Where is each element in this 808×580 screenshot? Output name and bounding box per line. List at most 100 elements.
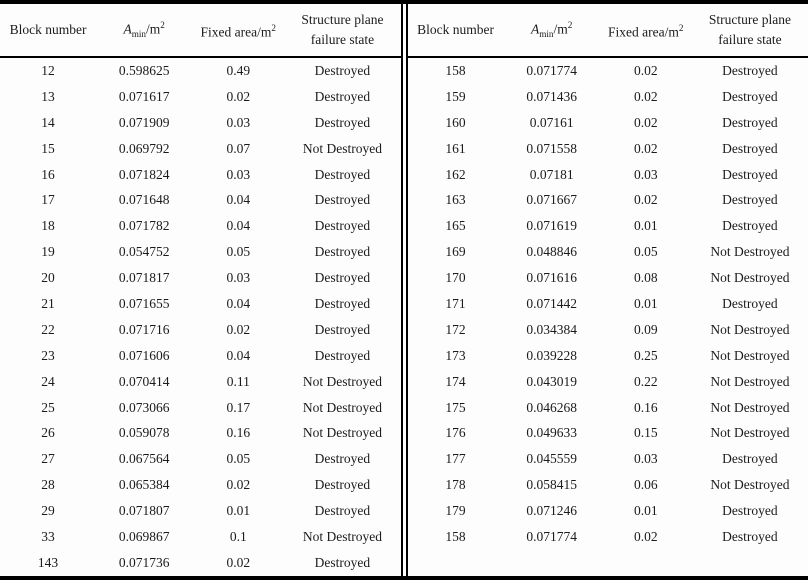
fixed-area-label: Fixed area/m (608, 24, 679, 40)
cell-amin: 0.071909 (118, 114, 170, 130)
column-header-amin: Amin/m2 (96, 4, 193, 58)
cell-amin: 0.071782 (118, 218, 170, 234)
column-header-amin: Amin/m2 (503, 4, 600, 58)
cell-failure-state: Destroyed (314, 62, 371, 78)
cell-amin: 0.046268 (526, 399, 577, 415)
failure-state-line1: Structure plane (301, 12, 384, 27)
cell-block-number: 160 (445, 114, 466, 130)
amin-subscript: min (539, 29, 554, 40)
table-row: 173 0.039228 0.25 Not Destroyed (408, 343, 808, 369)
fixed-area-superscript: 2 (271, 22, 276, 33)
cell-failure-state: Destroyed (314, 477, 371, 493)
cell-amin: 0.065384 (118, 477, 170, 493)
cell-fixed-area: 0.17 (226, 399, 251, 415)
cell-failure-state: Destroyed (722, 88, 778, 104)
failure-state-line2: failure state (718, 32, 782, 47)
cell-fixed-area: 0.03 (633, 166, 658, 182)
cell-block-number: 18 (41, 218, 55, 234)
table-row: 176 0.049633 0.15 Not Destroyed (408, 420, 808, 446)
cell-failure-state: Destroyed (722, 528, 778, 544)
cell-amin: 0.071774 (526, 62, 577, 78)
cell-block-number: 179 (445, 503, 466, 519)
table-row: 171 0.071442 0.01 Destroyed (408, 291, 808, 317)
column-header-block-number: Block number (407, 4, 504, 58)
cell-failure-state: Not Destroyed (710, 399, 790, 415)
cell-failure-state: Destroyed (314, 295, 371, 311)
cell-block-number: 170 (445, 270, 466, 286)
cell-failure-state: Not Destroyed (710, 477, 790, 493)
column-header-fixed-area: Fixed area/m2 (192, 4, 285, 58)
cell-fixed-area: 0.02 (633, 88, 658, 104)
cell-fixed-area: 0.04 (226, 295, 251, 311)
cell-fixed-area: 0.06 (633, 477, 658, 493)
left-table-header: Block number Amin/m2 Fixed area/m2 Struc… (0, 4, 401, 58)
cell-fixed-area: 0.05 (226, 451, 251, 467)
table-row: 158 0.071774 0.02 Destroyed (408, 57, 808, 84)
cell-block-number: 169 (445, 244, 466, 260)
cell-failure-state: Destroyed (314, 218, 371, 234)
cell-fixed-area: 0.08 (633, 270, 658, 286)
cell-failure-state: Destroyed (722, 295, 778, 311)
cell-failure-state: Not Destroyed (710, 321, 790, 337)
cell-fixed-area: 0.03 (633, 451, 658, 467)
cell-fixed-area: 0.11 (226, 373, 250, 389)
cell-amin: 0.071716 (118, 321, 170, 337)
cell-failure-state: Not Destroyed (710, 373, 790, 389)
cell-failure-state: Not Destroyed (710, 347, 790, 363)
cell-amin: 0.071246 (526, 503, 577, 519)
cell-amin: 0.071617 (118, 88, 170, 104)
table-row: 12 0.598625 0.49 Destroyed (0, 57, 401, 84)
cell-fixed-area: 0.01 (633, 295, 658, 311)
cell-block-number: 27 (41, 451, 55, 467)
cell-failure-state: Destroyed (314, 166, 371, 182)
cell-block-number: 177 (445, 451, 466, 467)
cell-fixed-area: 0.02 (633, 114, 658, 130)
cell-amin: 0.049633 (526, 425, 577, 441)
table-row: 27 0.067564 0.05 Destroyed (0, 446, 401, 472)
table-row: 18 0.071782 0.04 Destroyed (0, 213, 401, 239)
cell-failure-state: Destroyed (722, 218, 778, 234)
fixed-area-label: Fixed area/m (200, 24, 272, 40)
cell-failure-state: Destroyed (314, 244, 371, 260)
column-header-block-number: Block number (0, 4, 97, 58)
cell-failure-state: Destroyed (722, 114, 778, 130)
cell-amin: 0.069867 (118, 528, 170, 544)
table-row: 170 0.071616 0.08 Not Destroyed (408, 265, 808, 291)
cell-failure-state: Not Destroyed (302, 399, 382, 415)
amin-unit: /m (553, 21, 568, 37)
cell-failure-state: Destroyed (722, 140, 778, 156)
right-table-body: 158 0.071774 0.02 Destroyed 159 0.071436 0.02 D… (408, 57, 808, 550)
cell-amin: 0.045559 (526, 451, 577, 467)
cell-amin: 0.071619 (526, 218, 577, 234)
left-panel: Block number Amin/m2 Fixed area/m2 Struc… (0, 4, 401, 576)
table-row: 165 0.071619 0.01 Destroyed (408, 213, 808, 239)
cell-fixed-area: 0.02 (226, 477, 251, 493)
cell-block-number: 143 (37, 554, 59, 570)
cell-amin: 0.071667 (526, 192, 577, 208)
cell-fixed-area: 0.04 (226, 347, 251, 363)
cell-failure-state: Not Destroyed (302, 425, 382, 441)
amin-superscript: 2 (160, 20, 165, 31)
cell-amin: 0.07161 (529, 114, 574, 130)
cell-amin: 0.067564 (118, 451, 170, 467)
right-table-header: Block number Amin/m2 Fixed area/m2 Struc… (407, 4, 808, 58)
table-row: 26 0.059078 0.16 Not Destroyed (0, 420, 401, 446)
cell-failure-state: Destroyed (722, 451, 778, 467)
cell-amin: 0.071655 (118, 295, 170, 311)
cell-fixed-area: 0.05 (226, 244, 251, 260)
cell-amin: 0.071774 (526, 528, 577, 544)
cell-fixed-area: 0.09 (633, 321, 658, 337)
table-row: 172 0.034384 0.09 Not Destroyed (408, 317, 808, 343)
cell-amin: 0.069792 (118, 140, 170, 156)
cell-fixed-area: 0.16 (633, 399, 658, 415)
table-row: 169 0.048846 0.05 Not Destroyed (408, 239, 808, 265)
cell-block-number: 29 (41, 503, 55, 519)
cell-fixed-area: 0.04 (226, 192, 251, 208)
cell-fixed-area: 0.25 (633, 347, 658, 363)
cell-failure-state: Destroyed (722, 503, 778, 519)
cell-amin: 0.070414 (118, 373, 170, 389)
cell-block-number: 162 (445, 166, 466, 182)
table-row: 33 0.069867 0.1 Not Destroyed (0, 524, 401, 550)
table-row: 13 0.071617 0.02 Destroyed (0, 84, 401, 110)
cell-block-number: 17 (41, 192, 55, 208)
